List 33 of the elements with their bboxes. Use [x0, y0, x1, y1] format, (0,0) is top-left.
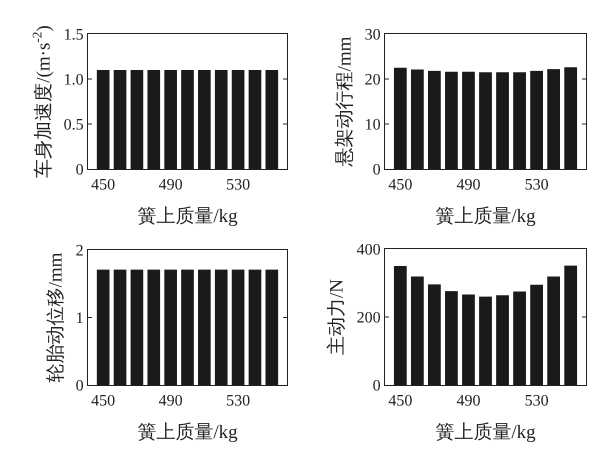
- y-tick-label: 200: [356, 310, 381, 327]
- x-axis-title: 簧上质量/kg: [435, 422, 536, 444]
- y-tick-label: 0: [76, 162, 84, 179]
- x-tick-label: 490: [456, 392, 480, 410]
- x-tick-label: 530: [226, 176, 250, 194]
- x-tick-label: 490: [158, 392, 183, 410]
- x-tick-label: 530: [226, 392, 250, 410]
- y-axis-title: 主动力/N: [326, 278, 348, 355]
- y-axis-title: 悬架动行程/mm: [334, 36, 356, 168]
- x-axis-title: 簧上质量/kg: [137, 422, 238, 444]
- y-tick-label: 20: [364, 72, 381, 89]
- y-tick-label: 10: [364, 116, 381, 134]
- x-tick-label: 530: [524, 392, 549, 410]
- x-tick-label: 450: [91, 176, 116, 194]
- y-tick-label: 2: [76, 242, 84, 260]
- x-tick-label: 450: [388, 392, 412, 410]
- y-tick-label: 0.5: [64, 116, 84, 134]
- x-axis-title: 簧上质量/kg: [435, 206, 536, 228]
- y-tick-label: 0: [372, 162, 381, 179]
- y-tick-label: 0: [372, 378, 381, 395]
- x-axis-title: 簧上质量/kg: [137, 206, 238, 228]
- x-tick-label: 450: [388, 176, 412, 194]
- y-tick-label: 1.5: [64, 26, 84, 44]
- x-tick-label: 490: [158, 176, 183, 194]
- y-tick-label: 0: [76, 378, 84, 395]
- y-tick-label: 1: [76, 310, 84, 328]
- x-tick-label: 490: [456, 176, 480, 194]
- x-tick-label: 530: [524, 176, 549, 194]
- y-tick-label: 1.0: [64, 72, 84, 89]
- y-axis-title: 轮胎动位移/mm: [46, 252, 67, 382]
- y-tick-label: 30: [364, 26, 381, 44]
- x-tick-label: 450: [91, 392, 116, 410]
- y-tick-label: 400: [356, 242, 381, 259]
